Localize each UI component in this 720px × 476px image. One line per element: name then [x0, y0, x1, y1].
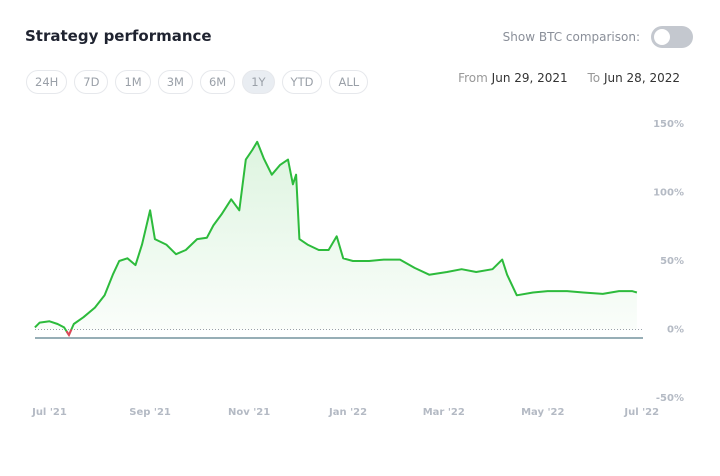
- range-buttons: 24H 7D 1M 3M 6M 1Y YTD ALL: [26, 70, 369, 94]
- to-label: To: [587, 71, 601, 85]
- y-tick-label: 150%: [653, 119, 684, 130]
- x-tick-label: May '22: [521, 407, 564, 418]
- range-button[interactable]: 3M: [157, 70, 193, 94]
- y-tick-label: 100%: [653, 188, 684, 199]
- range-button[interactable]: 24H: [26, 70, 68, 94]
- x-tick-label: Jul '22: [623, 407, 659, 418]
- x-tick-label: Nov '21: [228, 407, 270, 418]
- y-tick-label: -50%: [656, 393, 684, 404]
- btc-toggle[interactable]: [651, 26, 693, 48]
- toggle-label: Show BTC comparison:: [502, 30, 640, 44]
- date-range: From Jun 29, 2021 To Jun 28, 2022: [442, 71, 680, 85]
- range-button[interactable]: YTD: [281, 70, 323, 94]
- title: Strategy performance: [25, 27, 212, 45]
- x-tick-label: Jul '21: [31, 407, 67, 418]
- from-label: From: [458, 71, 488, 85]
- x-tick-label: Mar '22: [423, 407, 465, 418]
- range-button[interactable]: 1M: [115, 70, 151, 94]
- x-tick-label: Jan '22: [328, 407, 367, 418]
- line: [34, 140, 638, 336]
- y-tick-label: 0%: [667, 325, 684, 336]
- range-button[interactable]: ALL: [329, 70, 369, 94]
- range-button[interactable]: 7D: [74, 70, 109, 94]
- range-button[interactable]: 1Y: [242, 70, 275, 94]
- negative-segment: [65, 329, 73, 338]
- from-date[interactable]: Jun 29, 2021: [491, 71, 568, 85]
- range-button[interactable]: 6M: [199, 70, 236, 94]
- toggle-knob: [654, 29, 670, 45]
- to-date[interactable]: Jun 28, 2022: [603, 71, 680, 85]
- y-tick-label: 50%: [660, 256, 684, 267]
- x-tick-label: Sep '21: [129, 407, 171, 418]
